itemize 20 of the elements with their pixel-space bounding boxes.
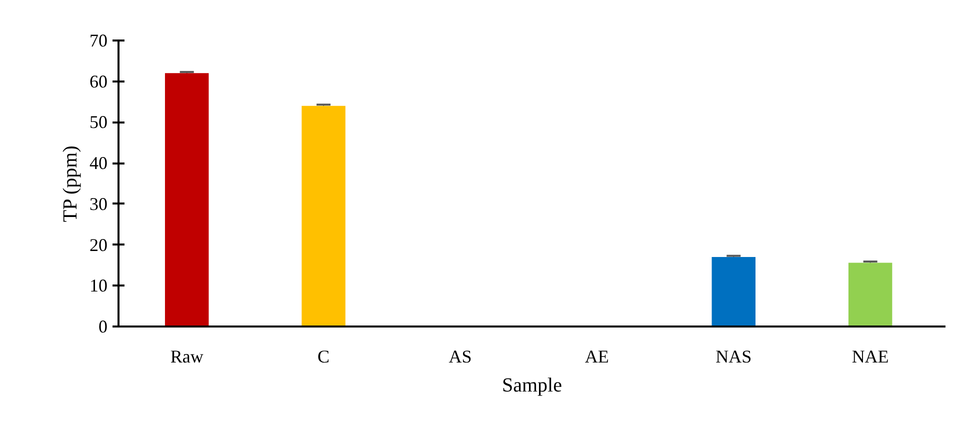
bar [848,262,892,326]
y-tick-label: 70 [90,30,108,50]
y-tick-label: 50 [90,112,108,132]
x-tick-label: NAS [716,346,752,366]
y-tick-label: 40 [90,153,108,174]
x-axis-title: Sample [502,374,562,396]
bar [302,106,346,326]
y-tick-label: 30 [90,194,108,214]
y-axis-title: TP (ppm) [60,146,82,222]
bar [164,73,209,326]
x-tick-label: NAE [852,346,889,366]
x-tick-label: AS [448,346,472,366]
x-tick-label: Raw [170,346,204,366]
y-tick-label: 20 [90,234,108,255]
y-tick-label: 60 [90,71,108,92]
bar [712,257,756,326]
y-tick-label: 0 [98,316,108,336]
y-tick-label: 10 [90,276,108,296]
x-tick-label: AE [584,346,609,366]
x-tick-label: C [318,346,330,366]
